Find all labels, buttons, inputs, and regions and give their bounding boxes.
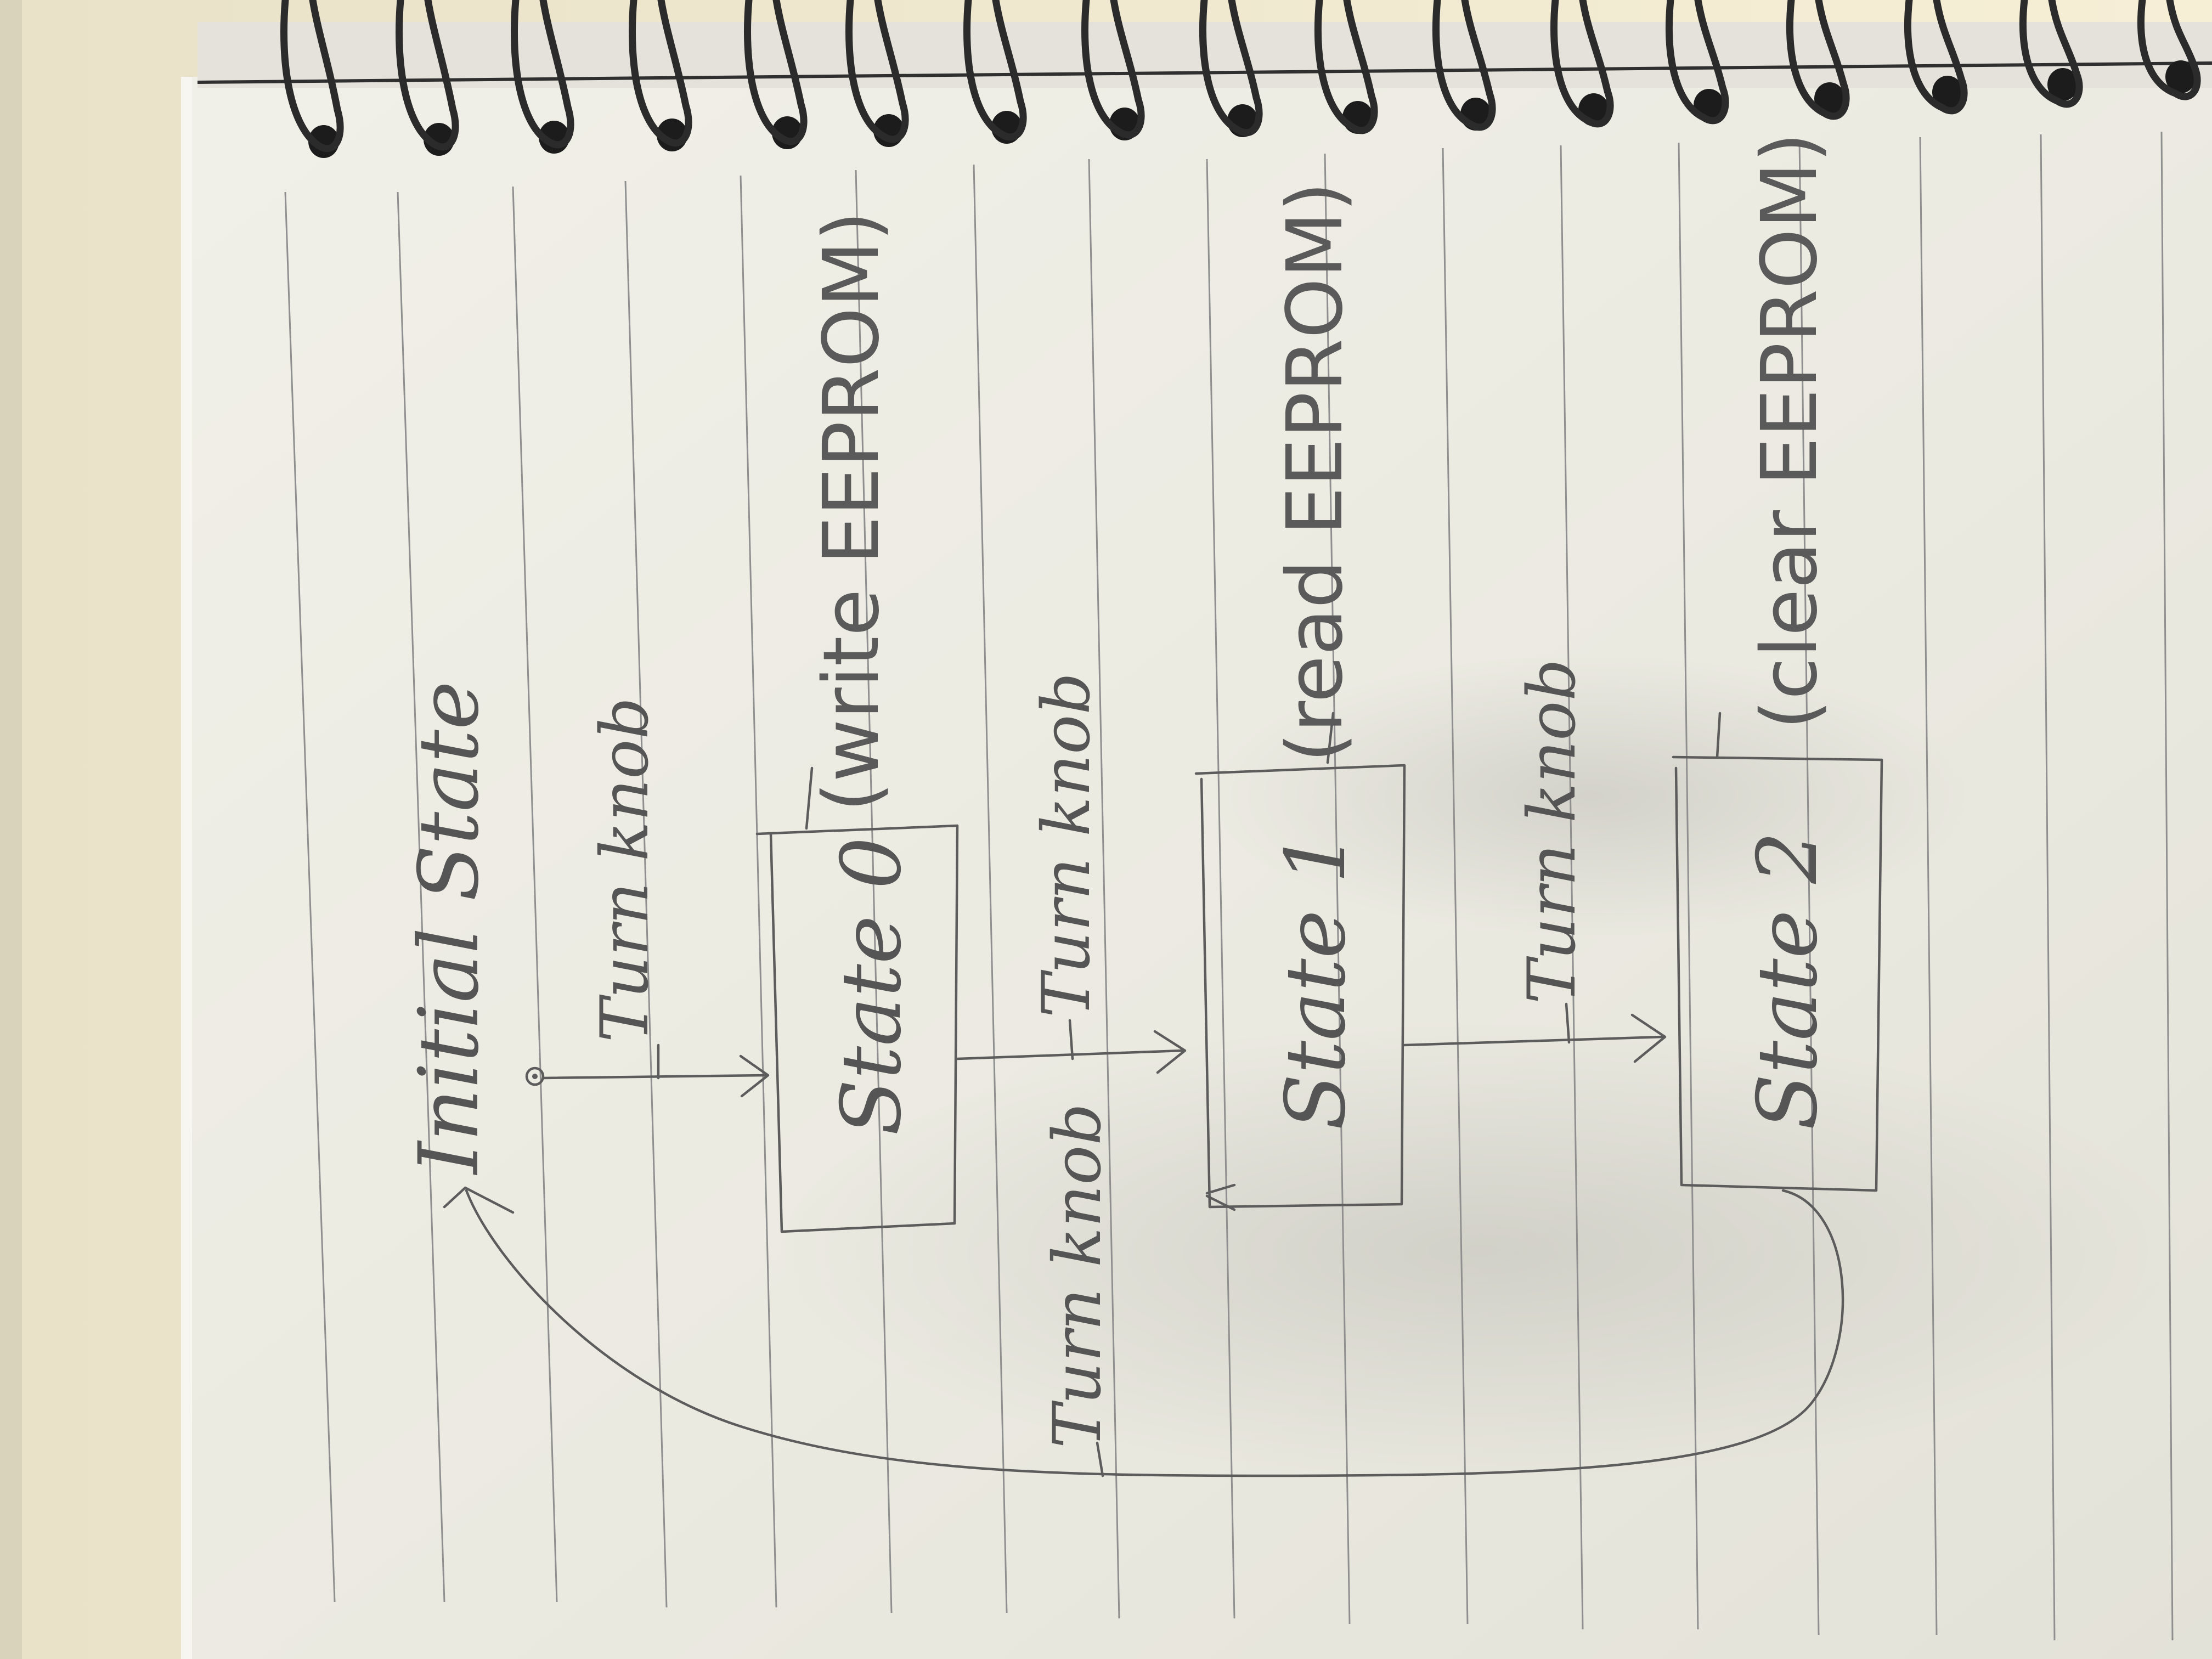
arrow-initial-to-state0 — [541, 1074, 767, 1080]
transition-label-state0-state1: Turn knob — [1029, 673, 1105, 1018]
transition-label-state1-state2: Turn knob — [1514, 659, 1590, 1004]
state2-action: (clear EEPROM) — [1745, 132, 1835, 730]
transition-label-state2-state0: Turn knob — [1040, 1103, 1116, 1448]
initial-state-node — [525, 1066, 545, 1086]
state2-box — [1672, 755, 1883, 1192]
ruled-lines — [284, 131, 2174, 1641]
transition-label-initial-state0: Turn knob — [587, 697, 663, 1042]
state0-action: (write EEPROM) — [807, 211, 896, 812]
spiral-binding — [280, 0, 2201, 158]
initial-state-label: Initial State — [402, 681, 497, 1176]
state-diagram: Initial State Turn knob State 0 (write E… — [402, 132, 1883, 1477]
state1-action: (read EEPROM) — [1271, 182, 1360, 763]
state1-box — [1194, 764, 1406, 1209]
arrow-state1-to-state2 — [1403, 1035, 1664, 1047]
state0-name: State 0 — [824, 837, 919, 1136]
arrow-state0-to-state1 — [956, 1049, 1184, 1060]
state2-name: State 2 — [1740, 831, 1836, 1130]
state1-name: State 1 — [1268, 831, 1364, 1130]
arrow-state2-to-state0 — [465, 1189, 1844, 1477]
state0-box — [755, 824, 959, 1233]
